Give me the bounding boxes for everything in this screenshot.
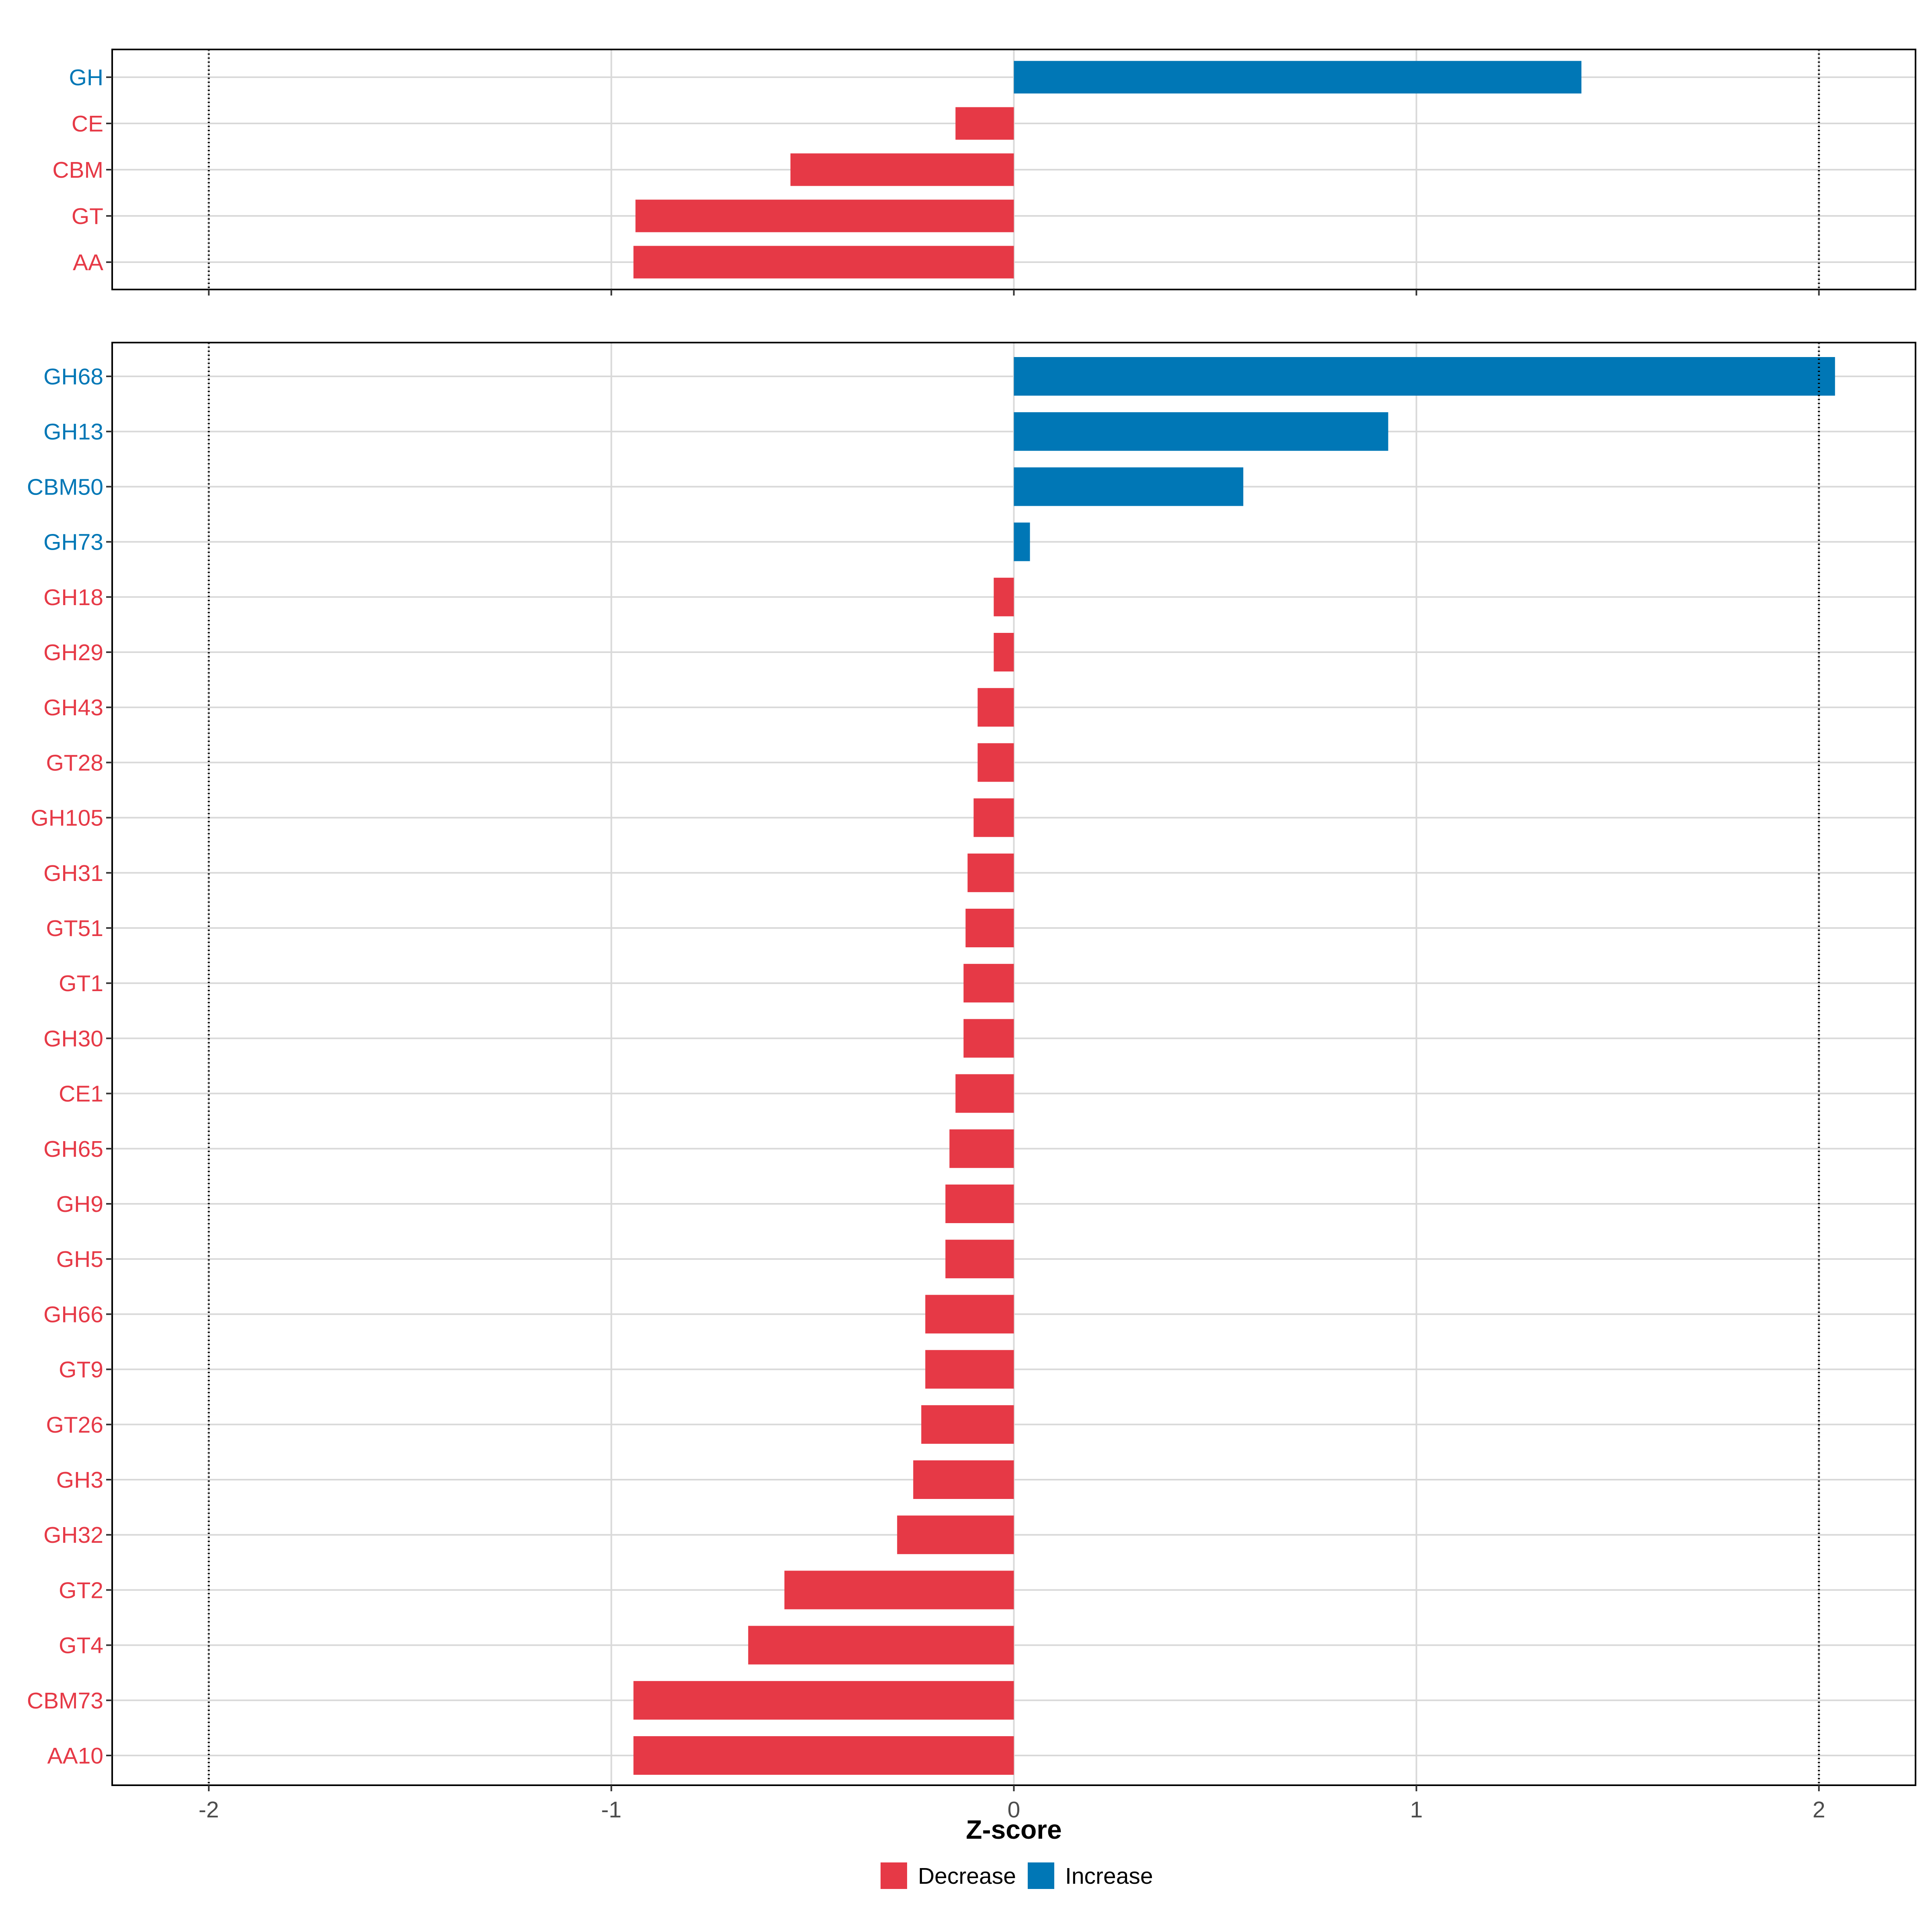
bar-cbm — [790, 153, 1014, 186]
bar-gh30 — [963, 1019, 1014, 1058]
y-tick-label: CE — [72, 111, 103, 137]
y-tick-label: GH30 — [43, 1026, 103, 1051]
bar-ce — [955, 107, 1014, 140]
y-tick-label: GH18 — [43, 585, 103, 610]
bar-gh73 — [1014, 522, 1030, 561]
y-tick-label: GT — [72, 203, 103, 229]
bar-gt51 — [965, 909, 1014, 947]
bar-gt9 — [925, 1350, 1014, 1389]
x-tick-label: -1 — [601, 1797, 622, 1823]
legend-label-increase: Increase — [1065, 1863, 1153, 1889]
y-tick-label: GH73 — [43, 530, 103, 555]
bar-gh31 — [967, 853, 1014, 892]
bar-gh9 — [945, 1185, 1014, 1223]
y-tick-label: GT1 — [59, 971, 103, 996]
y-tick-label: GH43 — [43, 695, 103, 721]
bar-gt26 — [921, 1405, 1014, 1444]
y-tick-label: GH9 — [56, 1191, 103, 1217]
y-tick-label: GH29 — [43, 640, 103, 665]
bar-cbm73 — [633, 1681, 1014, 1720]
y-tick-label: GT28 — [46, 750, 103, 776]
bar-ce1 — [955, 1074, 1014, 1113]
x-tick-label: 2 — [1813, 1797, 1825, 1823]
bar-aa — [633, 246, 1014, 279]
y-tick-label: CBM50 — [27, 474, 103, 500]
bar-gh29 — [994, 633, 1014, 671]
bar-gh105 — [973, 798, 1014, 837]
legend-label-decrease: Decrease — [918, 1863, 1016, 1889]
bar-gh18 — [994, 577, 1014, 616]
bar-gh13 — [1014, 412, 1388, 451]
legend-swatch-decrease — [881, 1862, 907, 1889]
bar-gt — [635, 199, 1014, 232]
y-tick-label: GT2 — [59, 1577, 103, 1603]
y-tick-label: GH13 — [43, 419, 103, 445]
bar-gh66 — [925, 1295, 1014, 1334]
y-tick-label: GH66 — [43, 1302, 103, 1327]
bar-gt1 — [963, 964, 1014, 1003]
y-tick-label: GH3 — [56, 1467, 103, 1493]
legend-swatch-increase — [1028, 1862, 1054, 1889]
y-tick-label: GH105 — [31, 805, 103, 831]
y-tick-label: GT51 — [46, 916, 103, 941]
y-tick-label: GH31 — [43, 860, 103, 886]
x-tick-label: 0 — [1008, 1797, 1020, 1823]
bar-gh43 — [977, 688, 1014, 727]
y-tick-label: GH65 — [43, 1136, 103, 1162]
y-tick-label: AA — [73, 250, 103, 275]
bar-gt2 — [784, 1571, 1014, 1610]
y-tick-label: AA10 — [47, 1743, 103, 1769]
bar-gh3 — [913, 1460, 1014, 1499]
x-tick-label: 1 — [1410, 1797, 1423, 1823]
bar-gh — [1014, 61, 1582, 94]
y-tick-label: GH5 — [56, 1246, 103, 1272]
bar-gt28 — [977, 743, 1014, 782]
bar-gt4 — [748, 1626, 1014, 1665]
bar-gh68 — [1014, 357, 1835, 396]
y-tick-label: CE1 — [59, 1081, 103, 1107]
y-tick-label: GH32 — [43, 1522, 103, 1548]
bar-cbm50 — [1014, 467, 1244, 506]
y-tick-label: GT9 — [59, 1357, 103, 1383]
y-tick-label: CBM — [52, 157, 103, 183]
x-axis-title: Z-score — [966, 1815, 1062, 1844]
bar-gh32 — [897, 1515, 1014, 1554]
y-tick-label: GT26 — [46, 1412, 103, 1438]
y-tick-label: CBM73 — [27, 1688, 103, 1714]
bar-aa10 — [633, 1736, 1014, 1775]
y-tick-label: GT4 — [59, 1633, 103, 1659]
bar-gh5 — [945, 1240, 1014, 1279]
y-tick-label: GH68 — [43, 364, 103, 390]
x-tick-label: -2 — [199, 1797, 219, 1823]
bar-gh65 — [949, 1129, 1014, 1168]
y-tick-label: GH — [69, 65, 104, 90]
